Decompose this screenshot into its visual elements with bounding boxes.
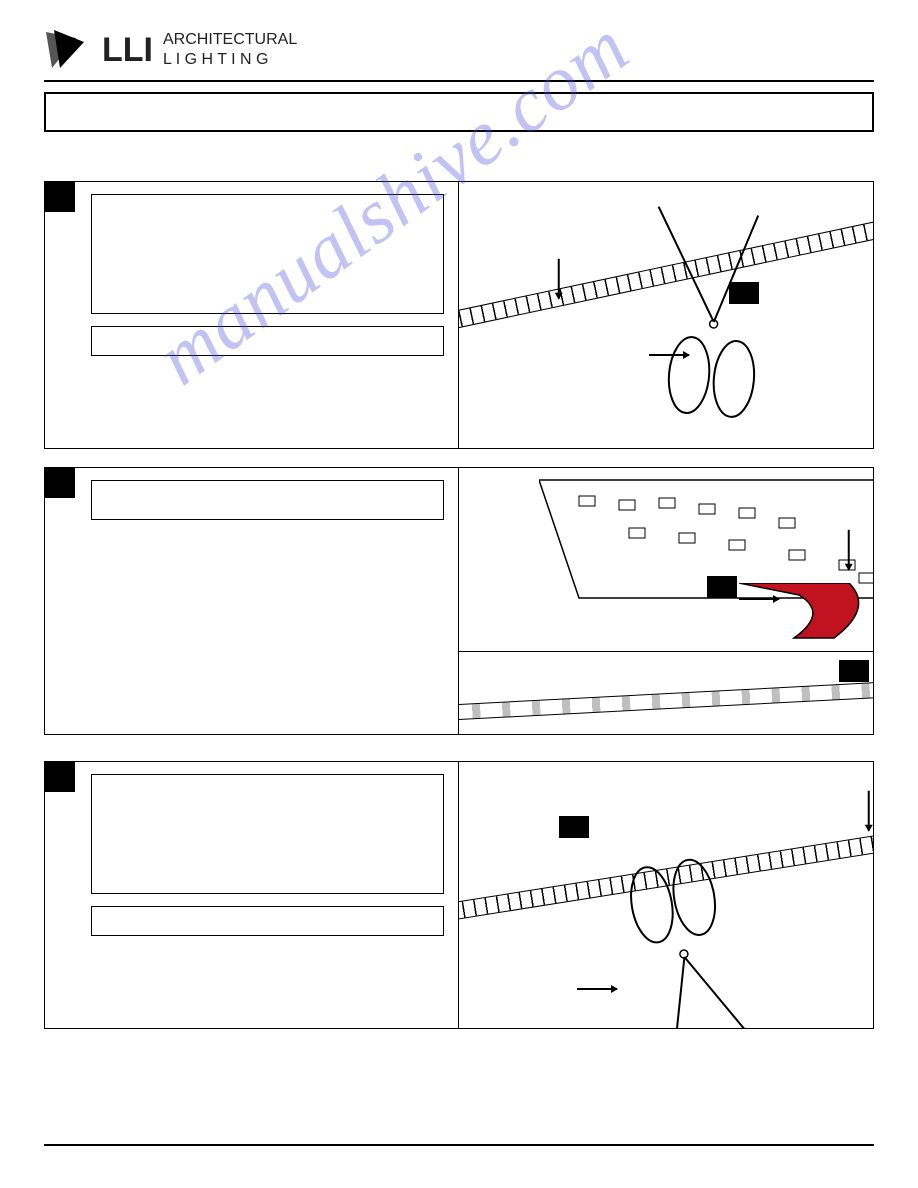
label-chip	[707, 576, 737, 598]
step-1	[44, 181, 874, 449]
step-3	[44, 761, 874, 1029]
label-chip	[559, 816, 589, 838]
step-2-num-box	[45, 468, 75, 498]
step-3-textbox-a	[91, 774, 444, 894]
page: LLI ARCHITECTURAL L I G H T I N G	[0, 0, 918, 1188]
arrow-icon	[848, 530, 850, 570]
divider	[459, 651, 873, 652]
step-3-num-box	[45, 762, 75, 792]
arrow-icon	[558, 259, 560, 299]
arrow-icon	[868, 791, 870, 831]
step-2	[44, 467, 874, 735]
step-1-textbox-b	[91, 326, 444, 356]
led-strip-icon	[459, 681, 873, 720]
step-2-text-col	[45, 468, 459, 734]
adhesive-peel-icon	[739, 583, 873, 658]
logo-text: LLI ARCHITECTURAL L I G H T I N G	[102, 31, 297, 70]
brand-name: LLI	[102, 31, 153, 70]
scissors-icon	[619, 195, 809, 444]
arrow-icon	[649, 354, 689, 356]
step-2-diagram	[459, 468, 873, 734]
arrow-icon	[739, 598, 779, 600]
step-1-num-box	[45, 182, 75, 212]
step-2-textbox-a	[91, 480, 444, 520]
brand-line2: L I G H T I N G	[163, 51, 297, 69]
section-a-label	[44, 156, 874, 173]
step-3-diagram	[459, 762, 873, 1028]
label-chip	[729, 282, 759, 304]
header-logo: LLI ARCHITECTURAL L I G H T I N G	[44, 28, 874, 72]
header-rule	[44, 80, 874, 82]
step-1-diagram	[459, 182, 873, 448]
logo-icon	[44, 28, 88, 72]
title-box	[44, 92, 874, 132]
led-strip-icon	[539, 478, 873, 593]
brand-line1: ARCHITECTURAL	[163, 31, 297, 49]
footer-rule	[44, 1144, 874, 1146]
step-1-textbox-a	[91, 194, 444, 314]
step-3-textbox-b	[91, 906, 444, 936]
arrow-icon	[577, 988, 617, 990]
step-1-text-col	[45, 182, 459, 448]
label-chip	[839, 660, 869, 682]
step-3-text-col	[45, 762, 459, 1028]
